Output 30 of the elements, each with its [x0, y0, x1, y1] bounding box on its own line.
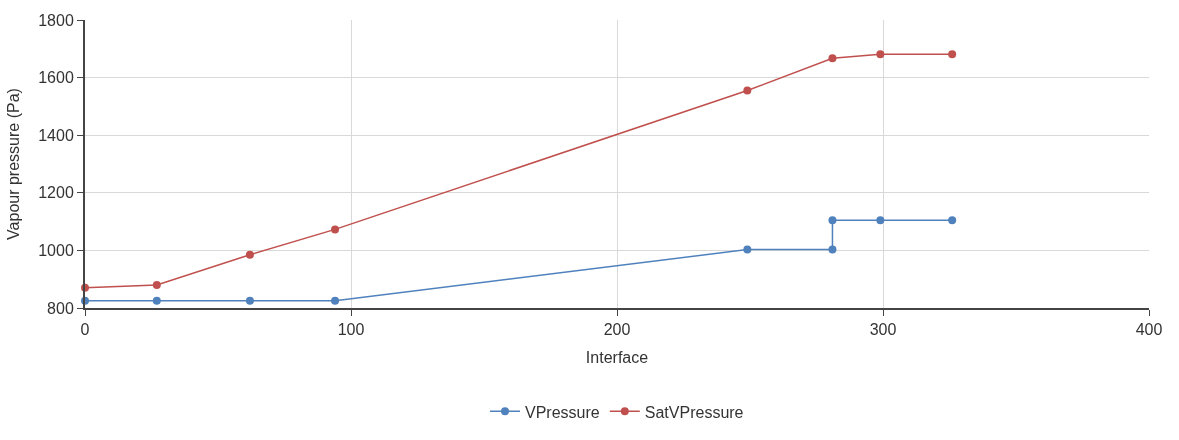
y-tick-label: 1000	[38, 242, 74, 259]
x-tick-label: 0	[80, 321, 90, 339]
legend-label: SatVPressure	[644, 403, 744, 421]
point	[152, 280, 161, 289]
y-tick-label: 1400	[38, 126, 74, 144]
legend-label: VPressure	[525, 403, 600, 421]
point	[245, 296, 254, 305]
point	[152, 296, 161, 305]
point	[876, 50, 885, 59]
point	[948, 50, 957, 59]
point	[245, 250, 254, 259]
point	[331, 296, 340, 305]
y-tick-label: 1600	[38, 69, 74, 87]
point	[828, 54, 837, 63]
point	[948, 216, 957, 225]
x-tick-label: 300	[869, 321, 897, 339]
y-tick-label: 1800	[38, 11, 74, 29]
x-axis-title: Interface	[585, 349, 649, 367]
x-tick-label: 400	[1135, 321, 1163, 339]
point	[876, 216, 885, 225]
point	[743, 245, 752, 254]
point	[743, 86, 752, 95]
x-tick-label: 100	[337, 321, 365, 339]
y-tick-label: 1200	[38, 184, 74, 202]
point	[828, 245, 837, 254]
y-axis-title: Vapour pressure (Pa)	[4, 88, 22, 240]
x-tick-label: 200	[603, 321, 631, 339]
y-tick-label: 800	[47, 299, 74, 317]
point	[828, 216, 837, 225]
point	[331, 225, 340, 234]
